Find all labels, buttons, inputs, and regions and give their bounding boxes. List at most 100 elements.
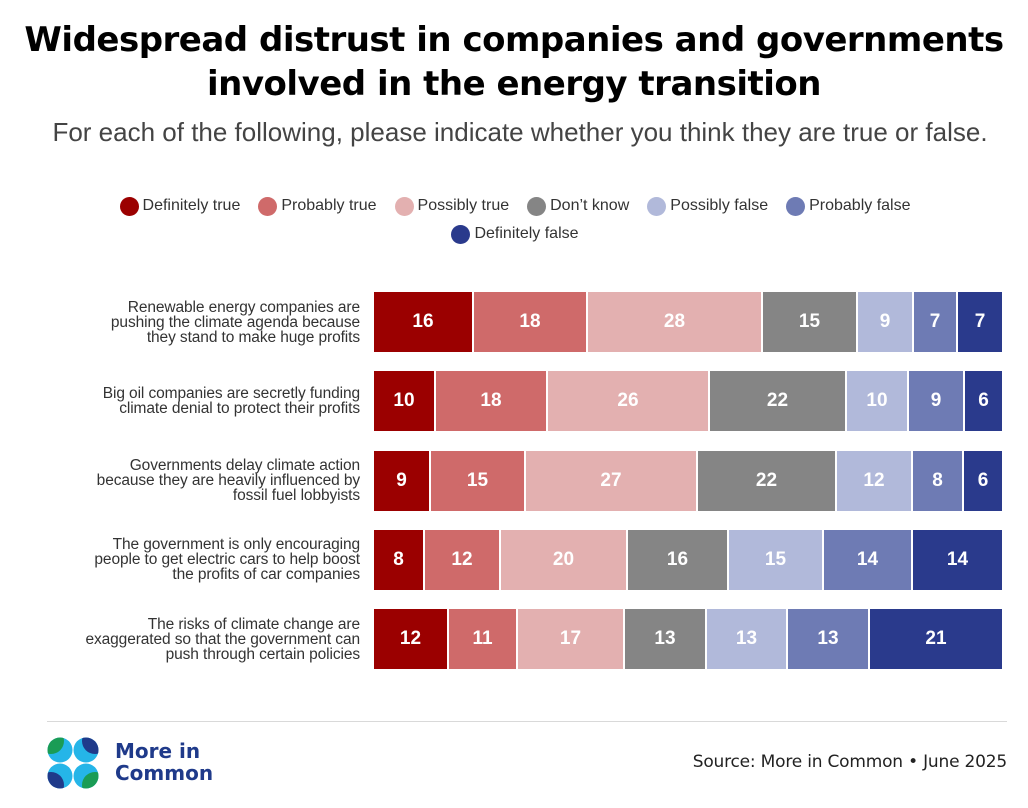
- data-label: 18: [519, 311, 541, 332]
- bar-row: 10 18 26 22 10 9 6: [374, 371, 1002, 432]
- category-label: The risks of climate change are exaggerat…: [20, 609, 360, 669]
- bar-segment: 13: [625, 609, 707, 669]
- category-label-line: Governments delay climate action: [129, 457, 360, 474]
- category-label-line: The risks of climate change are: [147, 615, 360, 633]
- brand-line-2: Common: [115, 761, 214, 785]
- bar-segment: 16: [628, 529, 729, 590]
- data-label: 12: [399, 628, 422, 649]
- legend-label: Possibly true: [417, 197, 510, 214]
- bar-segment: 20: [501, 529, 628, 590]
- bar-segment: 13: [707, 609, 788, 669]
- data-label: 15: [798, 311, 821, 332]
- bar-segment: 11: [449, 609, 518, 669]
- bar-segment: 10: [847, 371, 909, 432]
- bar-segment: 15: [763, 292, 858, 352]
- bar-segment: 22: [710, 371, 847, 432]
- data-label: 16: [666, 548, 689, 570]
- category-label-line: they stand to make huge profits: [146, 328, 360, 346]
- more-in-common-logo-icon: [47, 737, 99, 789]
- bar-segment: 12: [837, 450, 913, 511]
- data-label: 27: [600, 469, 622, 491]
- brand-name: More in Common: [115, 740, 213, 784]
- category-label-line: pushing the climate agenda because: [110, 313, 360, 331]
- data-label: 12: [451, 548, 473, 570]
- bar-segment: 12: [425, 529, 501, 590]
- data-label: 13: [817, 628, 839, 649]
- data-label: 16: [412, 311, 434, 332]
- data-label: 22: [755, 469, 778, 491]
- category-label: Big oil companies are secretly funding cl…: [20, 371, 360, 431]
- bar-segment: 26: [548, 371, 710, 432]
- legend-item: Probably false: [786, 196, 910, 216]
- footer-divider: [47, 721, 1007, 722]
- legend-swatch-icon: [119, 196, 139, 216]
- legend-item: Definitely true: [119, 196, 240, 216]
- data-label: 22: [766, 390, 789, 412]
- bar-segment: 8: [913, 450, 964, 511]
- data-label: 9: [396, 469, 407, 491]
- chart-title: Widespread distrust in companies and gov…: [24, 20, 1004, 104]
- bar-row: 9 15 27 22 12 8 6: [374, 450, 1002, 511]
- legend-item: Possibly false: [647, 196, 768, 216]
- bar-segment: 16: [374, 292, 474, 352]
- legend-swatch-icon: [527, 196, 547, 216]
- bar-segment: 27: [526, 450, 698, 511]
- category-label-line: fossil fuel lobbyists: [232, 487, 360, 504]
- data-label: 12: [863, 469, 885, 491]
- bar-segment: 14: [824, 529, 913, 590]
- legend-label: Definitely false: [474, 225, 579, 242]
- bar-segment: 13: [788, 609, 870, 669]
- bar-segment: 7: [914, 292, 958, 352]
- bar-segment: 9: [374, 450, 431, 511]
- legend-label: Possibly false: [670, 197, 769, 214]
- category-label-line: Big oil companies are secretly funding: [102, 385, 360, 403]
- legend-label: Probably true: [281, 197, 377, 214]
- data-label: 7: [929, 311, 941, 332]
- brand-line-1: More in: [115, 739, 201, 763]
- category-label-line: exaggerated so that the government can: [85, 630, 360, 648]
- data-label: 9: [879, 311, 891, 332]
- data-label: 13: [735, 628, 758, 649]
- legend-swatch-icon: [394, 196, 414, 216]
- data-label: 26: [617, 390, 639, 412]
- bar-segment: 9: [858, 292, 914, 352]
- bar-segment: 10: [374, 371, 436, 432]
- legend-item: Probably true: [258, 196, 377, 216]
- category-label-line: The government is only encouraging: [112, 536, 360, 554]
- category-label-line: climate denial to protect their profits: [119, 400, 360, 418]
- legend-label: Don’t know: [550, 197, 630, 214]
- bar-segment: 6: [964, 450, 1002, 511]
- data-label: 20: [552, 548, 575, 570]
- bar-segment: 14: [913, 529, 1002, 590]
- legend-swatch-icon: [258, 196, 278, 216]
- bar-segment: 21: [870, 609, 1002, 669]
- bar-row: 16 18 28 15 9 7 7: [374, 292, 1002, 352]
- legend-item: Definitely false: [451, 224, 579, 244]
- legend-item: Don’t know: [527, 196, 629, 216]
- legend-swatch-icon: [451, 224, 471, 244]
- legend-label: Probably false: [809, 197, 911, 214]
- bar-segment: 17: [518, 609, 625, 669]
- legend: Definitely true Probably true Possibly tru…: [60, 196, 970, 244]
- source-note: Source: More in Common • June 2025: [692, 752, 1007, 772]
- legend-item: Possibly true: [394, 196, 510, 216]
- data-label: 6: [977, 469, 989, 491]
- data-label: 28: [663, 311, 686, 332]
- category-label-line: people to get electric cars to help boos…: [94, 551, 360, 569]
- data-label: 10: [393, 390, 415, 412]
- legend-swatch-icon: [647, 196, 667, 216]
- bar-row: 8 12 20 16 15 14 14: [374, 529, 1002, 590]
- bar-segment: 6: [965, 371, 1002, 432]
- data-label: 14: [856, 548, 879, 570]
- data-label: 7: [974, 311, 986, 332]
- bar-row: 12 11 17 13 13 13 21: [374, 609, 1002, 669]
- bar-segment: 28: [588, 292, 763, 352]
- data-label: 21: [925, 628, 947, 649]
- data-label: 15: [466, 469, 489, 491]
- legend-swatch-icon: [786, 196, 806, 216]
- data-label: 8: [393, 548, 404, 570]
- category-label: The government is only encouraging people…: [20, 530, 360, 590]
- bar-segment: 18: [474, 292, 588, 352]
- data-label: 6: [978, 390, 989, 412]
- category-label: Governments delay climate action because …: [20, 451, 360, 511]
